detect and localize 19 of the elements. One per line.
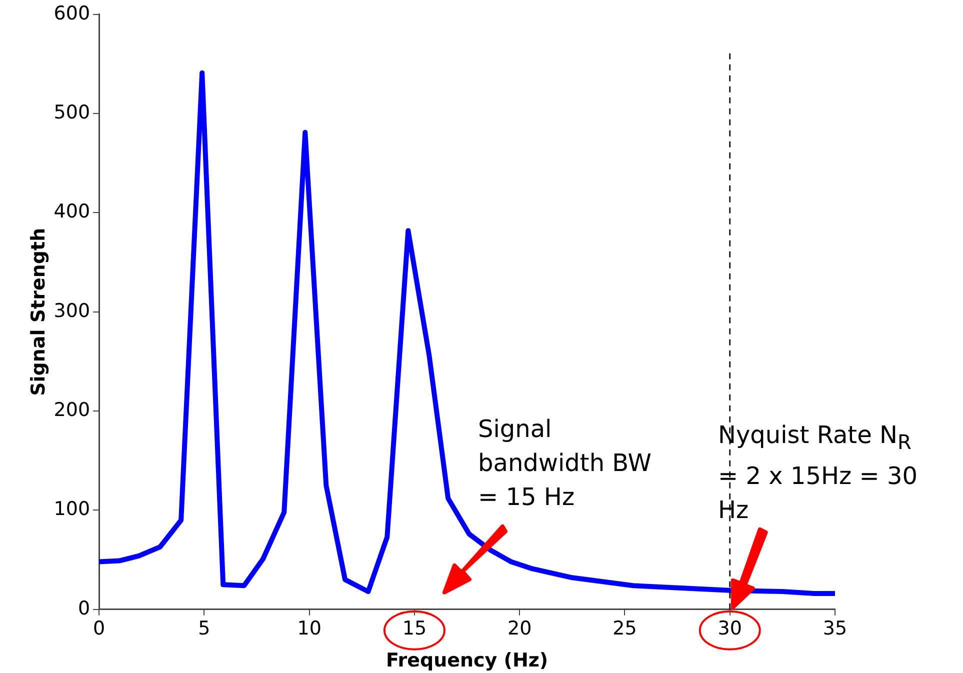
x-tick-label: 0 [93,618,106,640]
y-tick-label: 300 [54,300,90,322]
x-tick-label: 25 [612,618,637,640]
y-tick-label: 400 [54,200,90,223]
x-tick-label: 30 [718,618,742,640]
y-tick-label: 200 [54,399,90,422]
x-tick-label: 20 [508,618,532,640]
y-tick-label: 100 [54,498,90,520]
y-tick-label: 600 [54,2,90,24]
y-axis-title: Signal Strength [27,228,50,396]
x-tick-label: 10 [297,618,322,640]
x-axis-title: Frequency (Hz) [386,650,548,672]
y-tick-label: 0 [78,597,90,620]
y-tick-label: 500 [54,102,90,124]
x-tick-label: 15 [402,618,427,640]
x-tick-label: 35 [822,618,848,640]
annotation: Signal bandwidth BW = 15 Hz [478,414,653,513]
x-tick-label: 5 [198,618,210,640]
annotation: Nyquist Rate N$_{R}$ = 2 x 15Hz = 30 Hz [718,420,919,526]
